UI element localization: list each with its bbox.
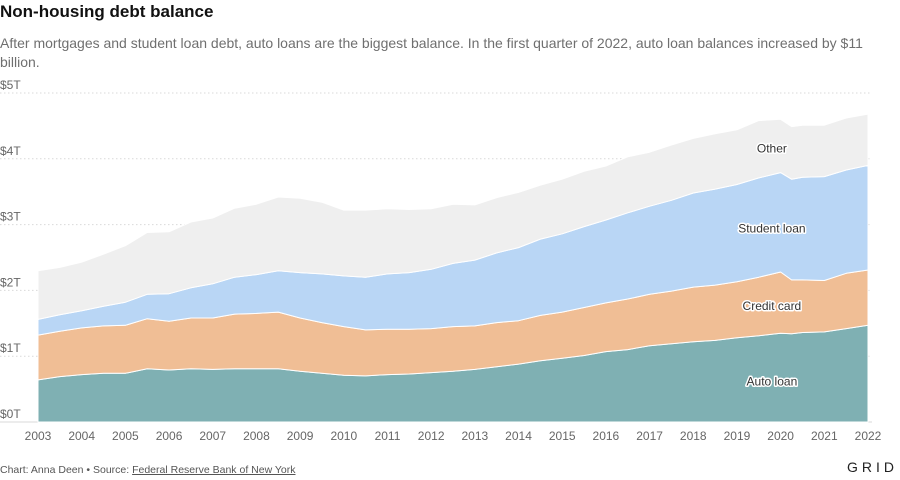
- series-label-halo: Other: [757, 142, 787, 156]
- series-label: Auto loan: [747, 375, 798, 389]
- x-tick-label: 2022: [855, 429, 882, 443]
- y-tick-label: $2T: [0, 275, 21, 289]
- area-other: [37, 113, 869, 320]
- x-tick-label: 2018: [680, 429, 707, 443]
- y-tick-label: $0T: [0, 407, 21, 421]
- series-label-halo: Student loan: [738, 222, 805, 236]
- x-axis-ticks: 2003 2004 2005 2006 2007 2008 2009 2010 2011 2012…: [25, 429, 882, 443]
- y-tick-label: $3T: [0, 210, 21, 224]
- x-tick-label: 2020: [767, 429, 794, 443]
- x-tick-label: 2007: [199, 429, 226, 443]
- x-tick-label: 2019: [724, 429, 751, 443]
- x-tick-label: 2021: [811, 429, 838, 443]
- x-tick-label: 2008: [243, 429, 270, 443]
- area-series: [37, 113, 869, 423]
- x-tick-label: 2014: [505, 429, 532, 443]
- chart-title: Non-housing debt balance: [0, 2, 214, 21]
- x-tick-label: 2015: [549, 429, 576, 443]
- x-tick-label: 2006: [156, 429, 183, 443]
- x-tick-label: 2003: [25, 429, 52, 443]
- x-tick-label: 2012: [418, 429, 445, 443]
- chart-subtitle: After mortgages and student loan debt, a…: [0, 35, 863, 70]
- y-tick-label: $4T: [0, 144, 21, 158]
- chart-footer: Chart: Anna Deen • Source: Federal Reser…: [0, 464, 296, 476]
- series-label-halo: Auto loan: [747, 375, 798, 389]
- x-tick-label: 2016: [593, 429, 620, 443]
- x-tick-label: 2010: [330, 429, 357, 443]
- grid-logo: GRID: [847, 459, 898, 475]
- x-tick-label: 2013: [461, 429, 488, 443]
- credit-text: Chart: Anna Deen • Source:: [0, 464, 133, 476]
- x-tick-label: 2005: [112, 429, 139, 443]
- series-label: Student loan: [738, 222, 805, 236]
- y-axis-ticks: $0T $1T $2T $3T $4T $5T: [0, 80, 21, 421]
- y-tick-label: $5T: [0, 80, 21, 92]
- x-tick-label: 2009: [287, 429, 314, 443]
- source-link[interactable]: Federal Reserve Bank of New York: [132, 464, 296, 476]
- x-tick-label: 2004: [68, 429, 95, 443]
- series-label: Credit card: [743, 299, 802, 313]
- y-tick-label: $1T: [0, 341, 21, 355]
- x-tick-label: 2011: [375, 429, 401, 443]
- x-tick-label: 2017: [636, 429, 663, 443]
- series-label-halo: Credit card: [743, 299, 802, 313]
- series-label: Other: [757, 142, 787, 156]
